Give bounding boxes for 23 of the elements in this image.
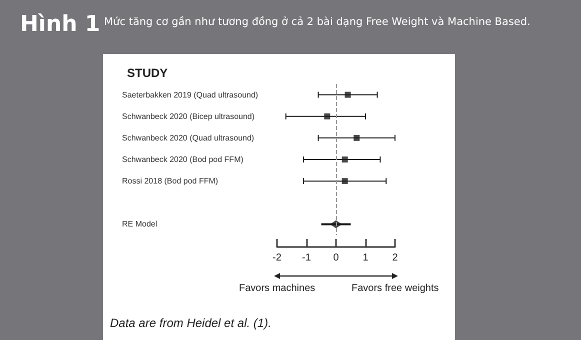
- point: [342, 178, 348, 184]
- point: [342, 156, 348, 162]
- point: [324, 113, 330, 120]
- point: [330, 220, 342, 228]
- point: [344, 92, 351, 98]
- chart-subtitle: Mức tăng cơ gần như tương đồng ở cả 2 bài dạng Free Weight và Machine Based.: [104, 16, 530, 28]
- y-tick-label: Rossi 2018 (Bod pod FFM): [122, 176, 218, 186]
- y-tick-label: Schwanbeck 2020 (Bicep ultrasound): [122, 112, 255, 121]
- y-axis-title: STUDY: [127, 66, 168, 80]
- x-tick-label: 0: [333, 252, 340, 264]
- text: Favors free weights: [352, 283, 439, 294]
- y-tick-label: RE Model: [122, 220, 158, 229]
- x-tick-label: 2: [392, 252, 398, 264]
- y-tick-label: Schwanbeck 2020 (Quad ultrasound): [122, 133, 254, 142]
- text: Data are from Heidel et al. (1).: [110, 316, 272, 330]
- text: Hình 1: [20, 12, 100, 37]
- x-tick-label: 1: [362, 252, 369, 264]
- x-tick-label: -1: [302, 252, 312, 264]
- y-tick-label: Saeterbakken 2019 (Quad ultrasound): [122, 90, 258, 100]
- x-tick-label: -2: [272, 252, 282, 264]
- point: [354, 134, 360, 141]
- text: Favors machines: [239, 283, 316, 294]
- y-tick-label: Schwanbeck 2020 (Bod pod FFM): [122, 155, 244, 164]
